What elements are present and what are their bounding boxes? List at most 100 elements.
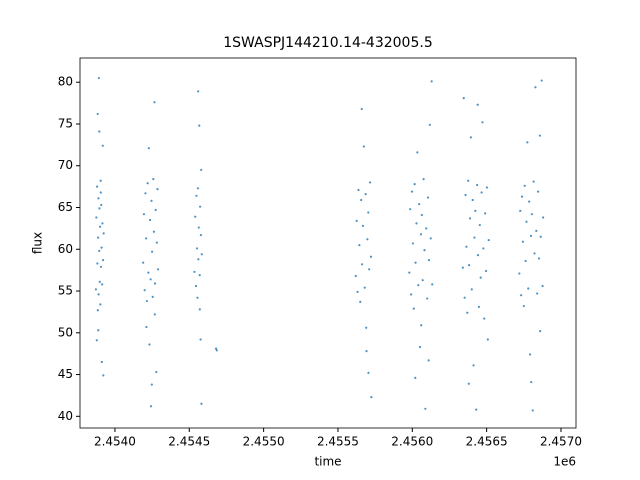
point <box>478 223 481 227</box>
point <box>197 226 200 229</box>
point <box>195 247 199 250</box>
y-axis-label: flux <box>31 232 45 254</box>
x-tick-label: 2.4545 <box>168 435 210 449</box>
x-axis-label: time <box>314 455 341 469</box>
point <box>151 295 154 298</box>
point <box>200 402 203 405</box>
point <box>484 269 488 273</box>
point <box>540 79 543 82</box>
point <box>476 254 480 257</box>
point <box>426 196 430 199</box>
y-tick-label: 75 <box>58 116 73 130</box>
point <box>473 236 476 239</box>
point <box>96 262 99 265</box>
point <box>486 338 489 341</box>
point <box>96 112 99 116</box>
point <box>463 296 466 299</box>
point <box>156 268 160 271</box>
point <box>530 213 533 216</box>
point <box>156 188 159 191</box>
x-tick-label: 2.4550 <box>243 435 285 449</box>
point <box>430 80 433 83</box>
point <box>477 305 481 308</box>
point <box>465 245 468 248</box>
point <box>431 283 434 286</box>
point <box>95 339 98 342</box>
point <box>413 183 416 186</box>
x-tick-label: 2.4540 <box>94 435 136 449</box>
point <box>96 309 99 312</box>
point <box>152 230 155 233</box>
point <box>152 178 155 181</box>
point <box>368 181 372 184</box>
point <box>199 338 202 341</box>
point <box>359 300 362 303</box>
point <box>524 259 527 263</box>
point <box>537 257 541 260</box>
point <box>534 86 537 89</box>
point <box>419 233 423 236</box>
point <box>530 380 533 384</box>
y-tick-label: 65 <box>58 200 73 214</box>
point <box>480 191 483 194</box>
x-tick-label: 2.4560 <box>391 435 433 449</box>
point <box>214 347 218 350</box>
point <box>416 151 419 154</box>
chart-title: 1SWASPJ144210.14-432005.5 <box>223 35 432 51</box>
point <box>365 326 368 329</box>
point <box>368 268 371 271</box>
point <box>97 236 100 239</box>
point <box>422 178 425 181</box>
x-tick-label: 2.4555 <box>317 435 359 449</box>
point <box>200 253 203 256</box>
point <box>362 145 365 148</box>
point <box>366 238 369 241</box>
y-tick-label: 80 <box>58 75 73 89</box>
point <box>102 374 105 377</box>
point <box>470 288 473 291</box>
point <box>147 147 150 150</box>
point <box>461 266 464 269</box>
point <box>528 200 531 203</box>
point <box>476 183 479 187</box>
point <box>148 218 152 222</box>
point <box>409 208 412 211</box>
point <box>412 307 415 310</box>
point <box>410 293 413 296</box>
point <box>427 259 431 262</box>
point <box>542 216 545 219</box>
y-tick-label: 50 <box>58 325 73 339</box>
point <box>369 255 373 258</box>
point <box>199 233 202 237</box>
point <box>527 287 530 290</box>
point <box>154 208 157 212</box>
point <box>481 121 484 124</box>
point <box>355 219 358 222</box>
point <box>467 382 470 385</box>
point <box>363 286 366 289</box>
point <box>487 238 490 242</box>
point <box>415 222 418 225</box>
point <box>149 405 153 408</box>
point <box>411 242 414 245</box>
point <box>408 271 411 274</box>
point <box>195 194 198 197</box>
point <box>97 329 100 332</box>
point <box>197 90 200 93</box>
point <box>520 195 524 198</box>
point <box>198 308 201 311</box>
x-tick-label: 2.4570 <box>540 435 582 449</box>
point <box>462 96 465 100</box>
point <box>198 124 201 127</box>
point <box>215 349 218 352</box>
point <box>520 294 523 297</box>
point <box>102 232 105 235</box>
point <box>357 188 360 192</box>
point <box>98 207 101 210</box>
point <box>472 364 475 367</box>
point <box>467 264 471 267</box>
point <box>414 261 417 264</box>
point <box>150 383 153 386</box>
